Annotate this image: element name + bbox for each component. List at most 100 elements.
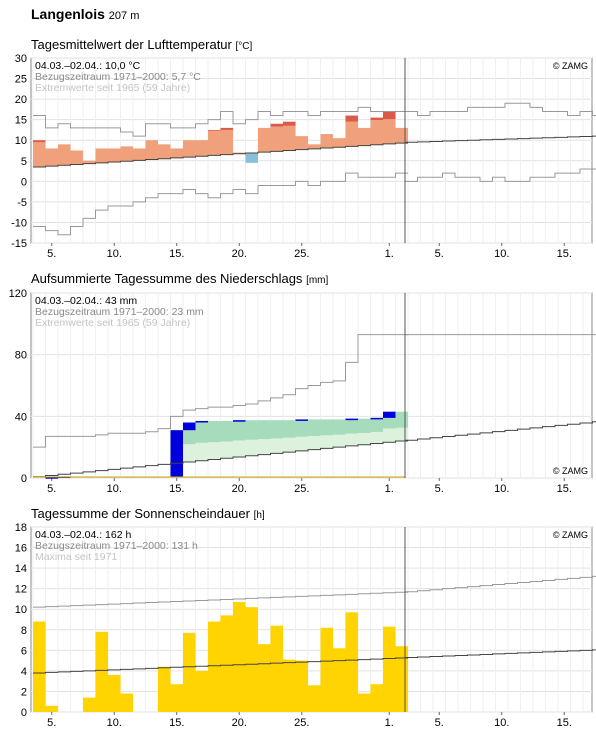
- precip-daily-increment: [370, 417, 383, 420]
- precipitation-panel-title: Aufsummierte Tagessumme des Niederschlag…: [31, 271, 328, 286]
- precip-fill-light: [333, 434, 346, 448]
- zamg-credit: © ZAMG: [553, 466, 588, 476]
- x-tick-label: 20.: [232, 483, 247, 495]
- y-tick-label: 20: [15, 94, 27, 106]
- temperature-bar-warm: [370, 120, 383, 145]
- info-line-2: Bezugszeitraum 1971–2000: 23 mm: [35, 306, 204, 318]
- x-tick-labels: 5. 10. 15. 20. 25. 1. 5. 10. 15.: [47, 478, 572, 495]
- precip-fill-light: [358, 432, 371, 445]
- precip-fill-wet: [358, 418, 371, 433]
- temperature-bar-warmer: [283, 121, 296, 126]
- x-tick-label: 5.: [435, 483, 444, 495]
- sunshine-bar: [95, 631, 108, 712]
- plot-frame: [30, 526, 593, 713]
- y-tick-labels: 18 16 14 12 10 8 6 4 2 0: [15, 522, 27, 719]
- sunshine-bar: [245, 607, 258, 712]
- sunshine-bar: [45, 705, 58, 712]
- x-tick-label: 10.: [107, 483, 122, 495]
- grid-lines: [31, 57, 592, 244]
- temperature-panel-title: Tagesmittelwert der Lufttemperatur [°C]: [31, 37, 252, 52]
- sunshine-bar: [33, 621, 46, 712]
- sunshine-bar: [308, 685, 321, 712]
- x-tick-label: 1.: [385, 248, 394, 260]
- sunshine-bar: [320, 627, 333, 712]
- x-tick-label: 15.: [169, 717, 184, 729]
- precip-fill-light: [295, 436, 308, 451]
- precip-record-max-line: [33, 334, 408, 448]
- precip-daily-increment: [295, 419, 308, 421]
- precip-fill-wet: [345, 418, 358, 434]
- zamg-credit: © ZAMG: [553, 61, 588, 71]
- precip-normal-line: [33, 440, 408, 478]
- sunshine-normal-future: [405, 649, 596, 659]
- x-tick-label: 10.: [494, 248, 509, 260]
- x-tick-label: 20.: [232, 248, 247, 260]
- temperature-bar-warm: [395, 127, 408, 144]
- station-name: Langenlois: [31, 6, 105, 22]
- temperature-record-max-line: [33, 106, 408, 137]
- sunshine-bar: [108, 675, 121, 712]
- precip-fill-light: [308, 436, 321, 450]
- y-tick-label: -10: [11, 217, 27, 229]
- temperature-bar-warm: [345, 121, 358, 147]
- precip-fill-light: [320, 435, 333, 449]
- precip-fill-light: [245, 439, 258, 456]
- y-tick-label: 15: [15, 115, 27, 127]
- sunshine-maxima-future: [405, 575, 596, 593]
- precip-daily-increment: [45, 477, 58, 479]
- sunshine-bar: [258, 644, 271, 712]
- precipitation-title-text: Aufsummierte Tagessumme des Niederschlag…: [31, 271, 303, 286]
- y-tick-label: 10: [15, 604, 27, 616]
- y-tick-label: 8: [21, 625, 27, 637]
- y-tick-label: 16: [15, 543, 27, 555]
- precip-fill-light: [195, 442, 208, 461]
- info-line-2: Bezugszeitraum 1971–2000: 131 h: [35, 540, 198, 552]
- precip-fill-light: [258, 439, 271, 455]
- panel-1: 30 25 20 15 10 5 0 -5 -10 -15 5. 10. 15. 20. 25. 1. 5. 10…: [11, 53, 596, 260]
- temperature-bar-warm: [108, 148, 121, 163]
- precip-fill-wet: [295, 419, 308, 437]
- sunshine-bar: [333, 648, 346, 712]
- precip-fill-wet: [395, 411, 408, 428]
- y-tick-label: 4: [21, 666, 27, 678]
- info-line-1: 04.03.–02.04.: 10,0 °C: [35, 60, 141, 72]
- x-tick-label: 25.: [294, 248, 309, 260]
- sunshine-bar: [233, 602, 246, 712]
- temperature-bar-warm: [95, 148, 108, 163]
- precip-fill-wet: [333, 419, 346, 435]
- temperature-bar-warm: [58, 144, 71, 166]
- temperature-bar-warm: [358, 127, 371, 146]
- temperature-bar-warm: [33, 142, 46, 167]
- precip-fill-wet: [245, 420, 258, 440]
- sunshine-unit: [h]: [253, 510, 265, 521]
- precip-daily-increment: [383, 411, 396, 418]
- temperature-bar-warm: [195, 140, 208, 157]
- x-tick-label: 15.: [557, 717, 572, 729]
- y-tick-label: 80: [15, 350, 27, 362]
- info-line-2: Bezugszeitraum 1971–2000: 5,7 °C: [35, 71, 201, 83]
- precip-daily-increment: [345, 418, 358, 421]
- temperature-bar-warm: [183, 140, 196, 158]
- temperature-bar-warm: [145, 140, 158, 160]
- x-tick-label: 10.: [494, 717, 509, 729]
- sunshine-bar: [283, 659, 296, 712]
- temperature-bar-warm: [208, 130, 221, 156]
- precip-fill-light: [183, 444, 196, 462]
- sunshine-bar: [370, 684, 383, 712]
- x-tick-label: 25.: [294, 717, 309, 729]
- info-line-3: Extremwerte seit 1965 (59 Jahre): [35, 82, 190, 94]
- y-tick-label: -5: [17, 197, 27, 209]
- sunshine-bar: [83, 697, 96, 712]
- data-marks: [33, 102, 596, 236]
- x-tick-label: 15.: [557, 483, 572, 495]
- y-tick-labels: 120 80 40 0: [9, 288, 27, 485]
- x-tick-label: 10.: [494, 483, 509, 495]
- x-tick-label: 5.: [47, 717, 56, 729]
- precip-daily-increment: [233, 420, 246, 422]
- y-tick-label: 40: [15, 411, 27, 423]
- precipitation-unit: [mm]: [306, 275, 329, 286]
- y-tick-label: -15: [11, 238, 27, 250]
